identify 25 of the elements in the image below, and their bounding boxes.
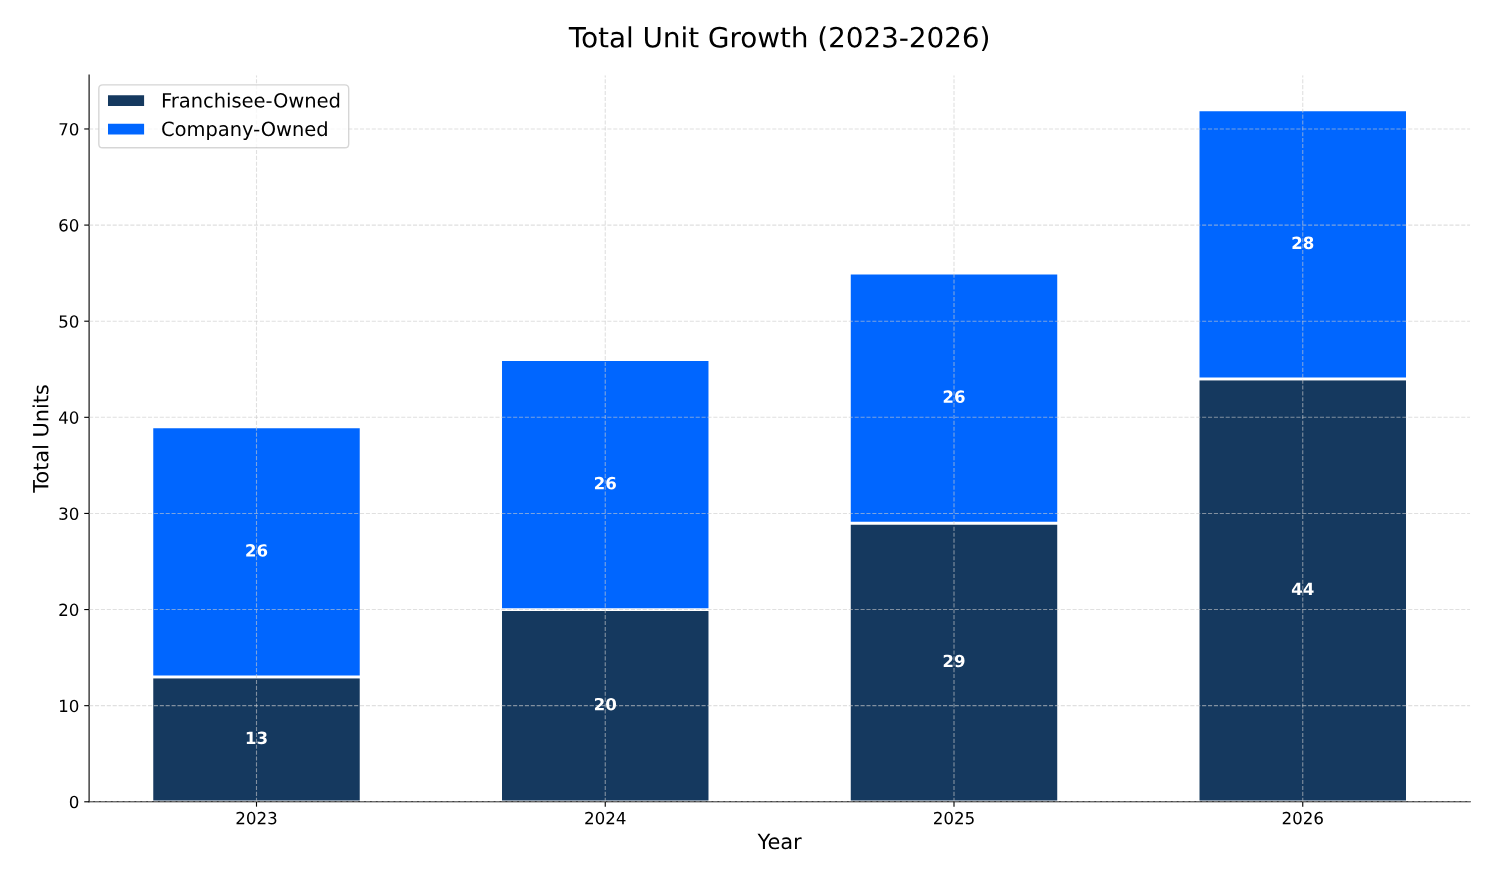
chart-title: Total Unit Growth (2023-2026)	[568, 26, 988, 52]
y-tick-label: 10	[60, 699, 79, 713]
x-tick-label: 2024	[585, 811, 626, 825]
x-tick-label: 2026	[1282, 811, 1323, 825]
legend-label: Company-Owned	[162, 121, 327, 140]
y-tick-label: 20	[59, 603, 79, 617]
data-label: 28	[1292, 236, 1314, 250]
y-tick-label: 40	[58, 411, 79, 424]
data-label: 26	[943, 390, 965, 403]
y-tick-label: 60	[59, 219, 79, 232]
x-tick-label: 2023	[236, 811, 277, 825]
y-axis-title: Total Units	[32, 385, 49, 493]
data-label: 26	[246, 544, 268, 557]
y-tick-label: 0	[69, 795, 79, 809]
y-tick-label: 70	[59, 122, 79, 136]
data-label: 20	[594, 697, 617, 711]
data-label: 29	[943, 654, 965, 668]
y-tick-label: 30	[59, 507, 79, 520]
data-label: 13	[246, 731, 267, 745]
legend-label: Franchisee-Owned	[162, 92, 340, 108]
data-label: 26	[594, 476, 616, 490]
x-tick-label: 2025	[934, 811, 974, 825]
data-label: 44	[1291, 582, 1314, 595]
y-tick-label: 50	[59, 315, 79, 328]
x-axis-title: Year	[757, 833, 802, 850]
